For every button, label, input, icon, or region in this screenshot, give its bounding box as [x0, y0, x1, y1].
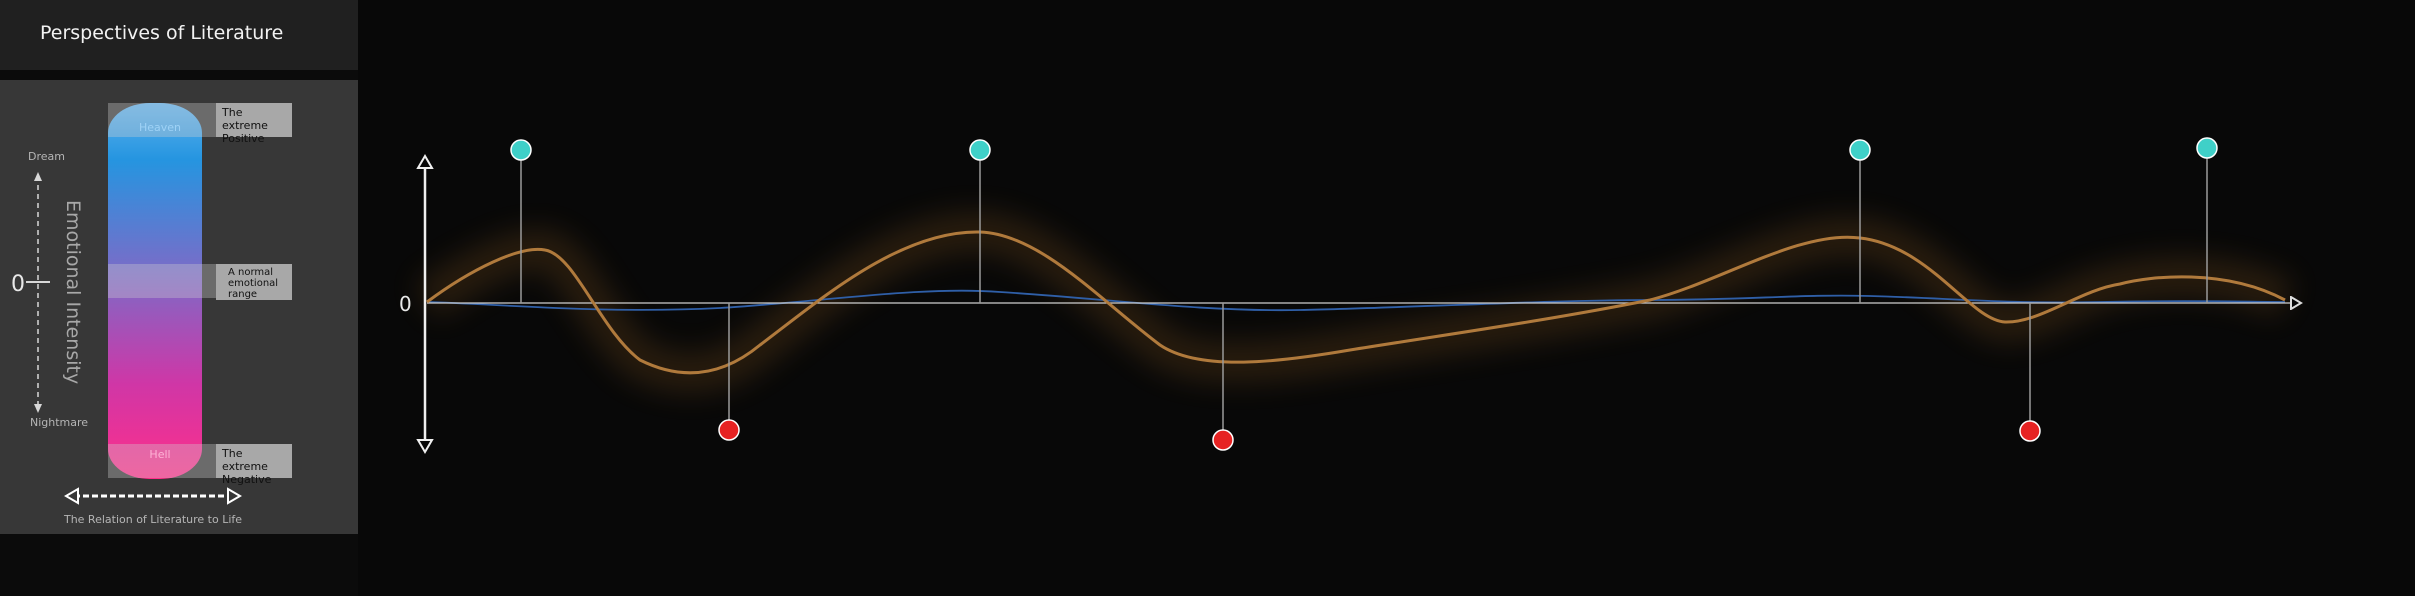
pill-bottom-band	[108, 444, 216, 478]
callout-extreme-negative: The extreme Negative	[216, 444, 292, 486]
emotion-pill	[108, 103, 202, 479]
title-bar: Perspectives of Literature	[0, 0, 358, 70]
relation-label: The Relation of Literature to Life	[63, 513, 242, 526]
pill-top-label: Heaven	[139, 121, 181, 134]
relation-arrow-right	[227, 487, 242, 505]
trough-marker[interactable]	[718, 303, 740, 441]
peak-marker[interactable]	[510, 139, 532, 303]
emotional-curve	[426, 230, 2286, 375]
relation-arrow-left	[64, 487, 79, 505]
pill-middle-band	[108, 264, 216, 298]
scale-down-arrow	[34, 404, 42, 413]
scale-top-label: Dream	[28, 150, 65, 163]
callout-extreme-positive-text: The extreme Positive	[222, 106, 268, 145]
scale-bottom-label: Nightmare	[30, 416, 88, 429]
baseline-wave	[426, 289, 2286, 312]
scale-up-arrow	[34, 172, 42, 181]
pill-top-band	[108, 103, 216, 137]
callout-normal-range: A normal emotional range	[216, 264, 292, 300]
callout-normal-range-text: A normal emotional range	[228, 267, 279, 300]
app-title: Perspectives of Literature	[40, 22, 284, 44]
callout-extreme-positive: The extreme Positive	[216, 103, 292, 145]
zero-label: 0	[11, 272, 25, 297]
intensity-axis-up	[416, 154, 434, 169]
trough-marker[interactable]	[1212, 303, 1234, 451]
intensity-axis-down	[416, 439, 434, 454]
peak-marker[interactable]	[2196, 137, 2218, 303]
timeline-zero-label: 0	[399, 292, 412, 316]
trough-marker[interactable]	[2019, 303, 2041, 442]
pill-bottom-label: Hell	[149, 448, 170, 461]
intensity-label: Emotional Intensity	[62, 200, 84, 384]
callout-extreme-negative-text: The extreme Negative	[222, 447, 272, 486]
peak-marker[interactable]	[1849, 139, 1871, 303]
peak-marker[interactable]	[969, 139, 991, 303]
